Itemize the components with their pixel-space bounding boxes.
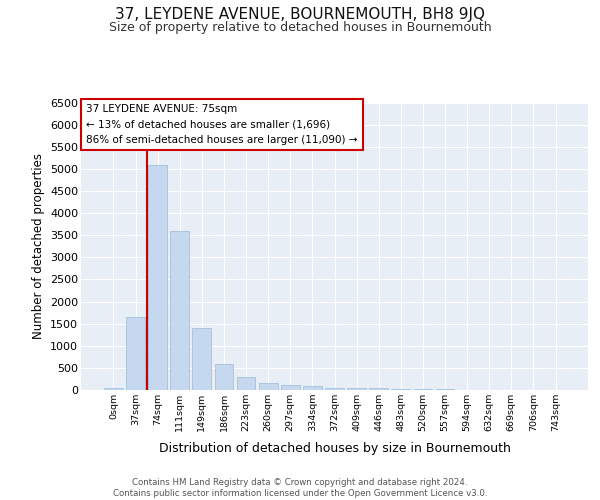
Bar <box>104 388 123 390</box>
Bar <box>215 364 233 390</box>
Bar <box>370 388 388 390</box>
Bar <box>126 318 145 390</box>
Bar <box>259 383 278 390</box>
X-axis label: Distribution of detached houses by size in Bournemouth: Distribution of detached houses by size … <box>158 442 511 456</box>
Text: 37, LEYDENE AVENUE, BOURNEMOUTH, BH8 9JQ: 37, LEYDENE AVENUE, BOURNEMOUTH, BH8 9JQ <box>115 8 485 22</box>
Text: 37 LEYDENE AVENUE: 75sqm
← 13% of detached houses are smaller (1,696)
86% of sem: 37 LEYDENE AVENUE: 75sqm ← 13% of detach… <box>86 104 358 145</box>
Y-axis label: Number of detached properties: Number of detached properties <box>32 153 44 340</box>
Bar <box>236 377 256 390</box>
Bar <box>347 388 366 390</box>
Bar <box>193 328 211 390</box>
Bar <box>391 389 410 390</box>
Bar <box>281 384 299 390</box>
Bar <box>303 386 322 390</box>
Bar <box>413 389 433 390</box>
Bar <box>325 388 344 390</box>
Bar <box>148 166 167 390</box>
Text: Contains HM Land Registry data © Crown copyright and database right 2024.
Contai: Contains HM Land Registry data © Crown c… <box>113 478 487 498</box>
Text: Size of property relative to detached houses in Bournemouth: Size of property relative to detached ho… <box>109 21 491 34</box>
Bar <box>170 231 189 390</box>
